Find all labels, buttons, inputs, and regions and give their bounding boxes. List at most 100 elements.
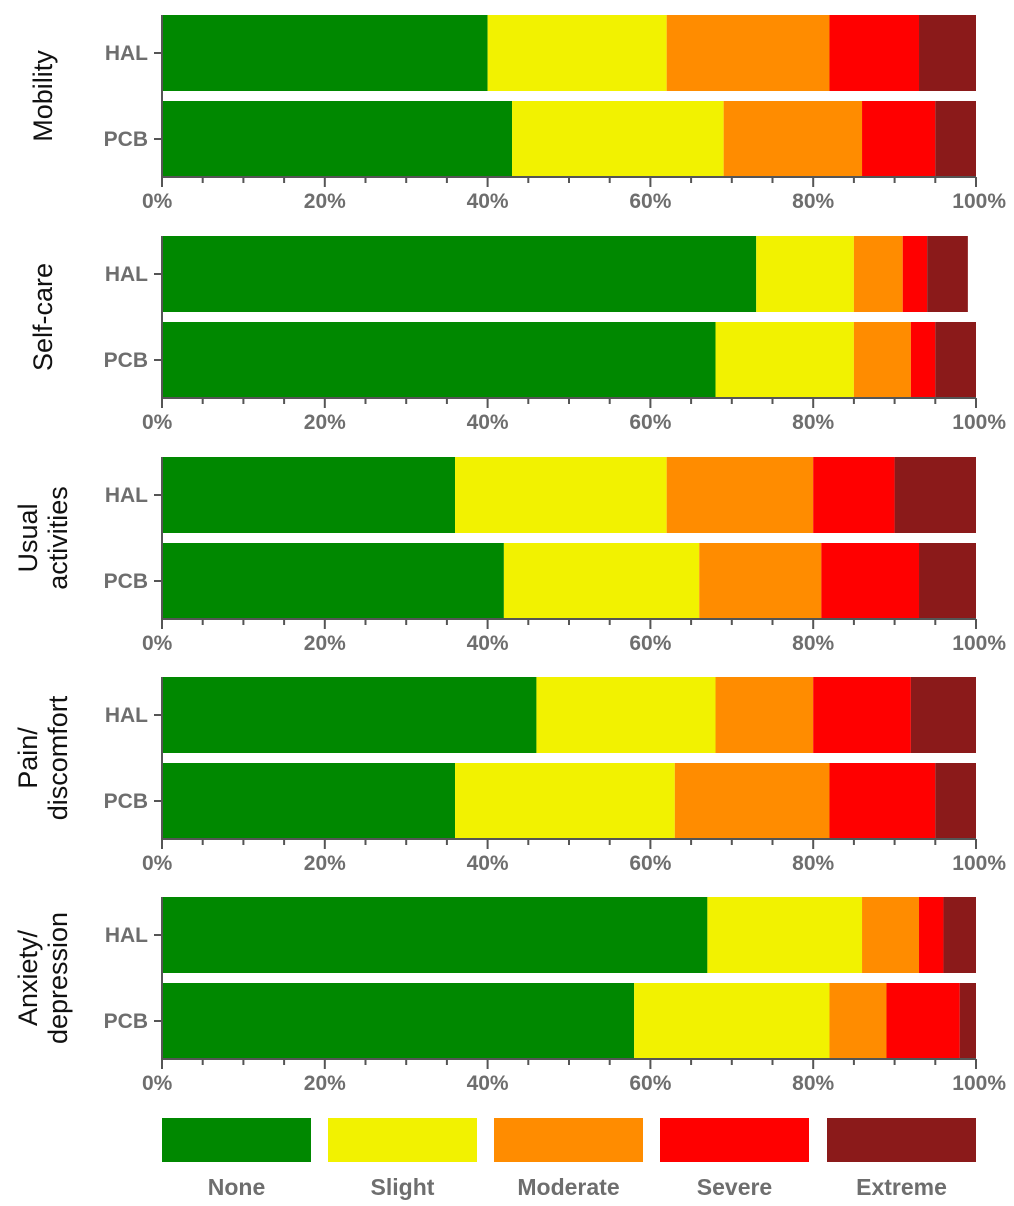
category-label: PCB: [104, 128, 148, 151]
bar-segment-hal-extreme: [910, 677, 976, 753]
x-tick-label: 60%: [629, 190, 671, 213]
bar-segment-hal-moderate: [853, 236, 903, 312]
dimension-label: Anxiety/: [13, 929, 43, 1026]
bar-segment-hal-severe: [902, 236, 928, 312]
bar-segment-hal-moderate: [715, 677, 814, 753]
bar-segment-pcb-extreme: [935, 322, 976, 398]
dimension-label: Self-care: [28, 263, 58, 371]
bar-segment-hal-moderate: [666, 457, 814, 533]
x-tick-label: 100%: [952, 190, 1006, 213]
bar-segment-hal-severe: [919, 897, 944, 973]
legend-label-severe: Severe: [697, 1174, 772, 1200]
bar-segment-pcb-none: [162, 763, 456, 839]
bar-segment-pcb-slight: [503, 543, 700, 619]
x-tick-label: 100%: [952, 852, 1006, 875]
bar-segment-pcb-moderate: [674, 763, 830, 839]
bar-segment-hal-none: [162, 457, 456, 533]
category-label: HAL: [105, 42, 148, 65]
legend-swatch-slight: [328, 1118, 477, 1162]
bar-segment-hal-moderate: [666, 15, 830, 91]
x-tick-label: 40%: [467, 1072, 509, 1095]
x-tick-label: 60%: [629, 411, 671, 434]
category-label: HAL: [105, 484, 148, 507]
legend-label-moderate: Moderate: [517, 1174, 619, 1200]
dimension-label: Pain/: [13, 727, 43, 789]
bar-segment-hal-extreme: [943, 897, 976, 973]
dimension-label: Usual: [13, 503, 43, 572]
x-tick-label: 80%: [792, 632, 834, 655]
x-tick-label: 80%: [792, 411, 834, 434]
bar-segment-pcb-moderate: [829, 983, 887, 1059]
x-tick-label: 60%: [629, 852, 671, 875]
category-label: PCB: [104, 1010, 148, 1033]
bar-segment-pcb-severe: [886, 983, 960, 1059]
bar-segment-pcb-slight: [512, 101, 724, 177]
x-tick-label: 20%: [304, 1072, 346, 1095]
bar-segment-pcb-none: [162, 101, 513, 177]
legend-label-extreme: Extreme: [856, 1174, 947, 1200]
bar-segment-pcb-extreme: [919, 543, 976, 619]
bar-segment-hal-extreme: [919, 15, 976, 91]
x-tick-label: 100%: [952, 411, 1006, 434]
x-tick-label: 0%: [142, 1072, 173, 1095]
x-tick-label: 80%: [792, 852, 834, 875]
bar-segment-pcb-slight: [634, 983, 830, 1059]
legend-swatch-extreme: [827, 1118, 976, 1162]
bar-segment-pcb-extreme: [935, 101, 976, 177]
legend-swatch-severe: [660, 1118, 809, 1162]
category-label: PCB: [104, 570, 148, 593]
x-tick-label: 60%: [629, 632, 671, 655]
x-tick-label: 40%: [467, 190, 509, 213]
bar-segment-hal-extreme: [927, 236, 968, 312]
bar-segment-hal-slight: [536, 677, 716, 753]
bar-segment-pcb-slight: [455, 763, 675, 839]
category-label: HAL: [105, 263, 148, 286]
bar-segment-pcb-none: [162, 543, 504, 619]
dimension-label: depression: [43, 912, 73, 1044]
bar-segment-hal-slight: [756, 236, 854, 312]
x-tick-label: 20%: [304, 411, 346, 434]
dimension-label: discomfort: [43, 695, 73, 820]
dimension-label: activities: [43, 486, 73, 590]
bar-segment-hal-none: [162, 15, 488, 91]
bar-segment-hal-severe: [829, 15, 920, 91]
bar-segment-hal-extreme: [894, 457, 976, 533]
bar-segment-pcb-severe: [821, 543, 920, 619]
category-label: HAL: [105, 924, 148, 947]
x-tick-label: 20%: [304, 852, 346, 875]
bar-segment-hal-slight: [455, 457, 667, 533]
bar-segment-hal-severe: [813, 677, 911, 753]
dimension-label: Mobility: [28, 50, 58, 142]
bar-segment-pcb-moderate: [723, 101, 863, 177]
x-tick-label: 0%: [142, 411, 173, 434]
x-tick-label: 60%: [629, 1072, 671, 1095]
category-label: HAL: [105, 704, 148, 727]
category-label: PCB: [104, 349, 148, 372]
bar-segment-pcb-severe: [829, 763, 936, 839]
bar-segment-hal-none: [162, 897, 708, 973]
x-tick-label: 20%: [304, 190, 346, 213]
bar-segment-hal-moderate: [862, 897, 920, 973]
bar-segment-pcb-severe: [910, 322, 936, 398]
x-tick-label: 20%: [304, 632, 346, 655]
category-label: PCB: [104, 790, 148, 813]
x-tick-label: 80%: [792, 1072, 834, 1095]
x-tick-label: 40%: [467, 632, 509, 655]
bar-segment-hal-slight: [707, 897, 863, 973]
x-tick-label: 100%: [952, 1072, 1006, 1095]
bar-segment-pcb-severe: [862, 101, 936, 177]
legend-label-slight: Slight: [371, 1174, 435, 1200]
bar-segment-pcb-none: [162, 322, 716, 398]
bar-segment-hal-slight: [487, 15, 667, 91]
x-tick-label: 40%: [467, 852, 509, 875]
bar-segment-hal-none: [162, 236, 757, 312]
legend-swatch-moderate: [494, 1118, 643, 1162]
x-tick-label: 80%: [792, 190, 834, 213]
bar-segment-pcb-moderate: [853, 322, 911, 398]
bar-segment-pcb-none: [162, 983, 635, 1059]
bar-segment-pcb-slight: [715, 322, 854, 398]
bar-segment-pcb-moderate: [699, 543, 822, 619]
x-tick-label: 0%: [142, 190, 173, 213]
